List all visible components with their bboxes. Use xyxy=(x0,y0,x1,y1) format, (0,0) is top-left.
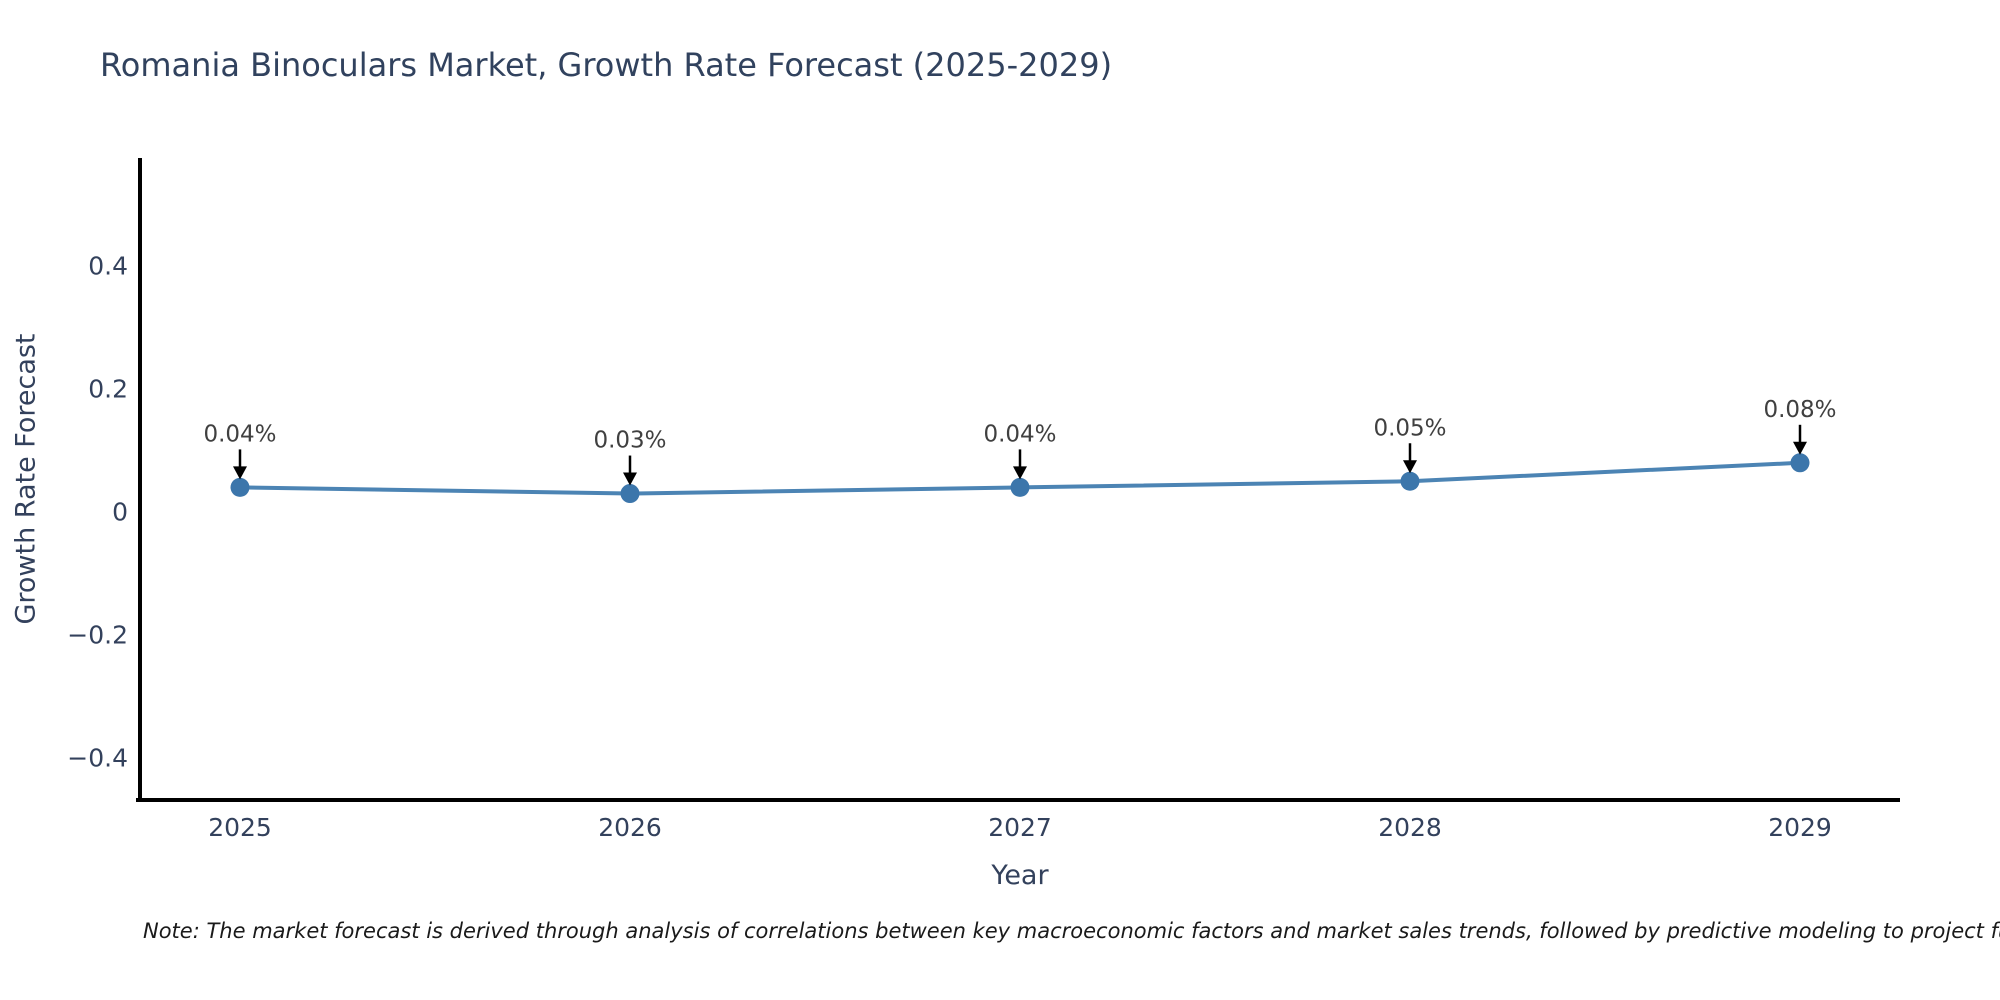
chart-title: Romania Binoculars Market, Growth Rate F… xyxy=(100,46,1113,84)
y-tick-label: 0 xyxy=(112,498,128,527)
data-point-label: 0.08% xyxy=(1763,397,1836,423)
y-tick-label: 0.4 xyxy=(88,252,128,281)
data-point-marker xyxy=(620,484,640,504)
data-point-marker xyxy=(1010,477,1030,497)
annotation-arrow-head xyxy=(623,472,637,486)
y-tick-label: −0.2 xyxy=(67,621,128,650)
annotation-arrow-head xyxy=(1403,460,1417,474)
x-tick-label: 2029 xyxy=(1768,813,1832,842)
data-point-label: 0.03% xyxy=(593,428,666,454)
annotation-arrow-head xyxy=(1793,441,1807,455)
y-tick-label: −0.4 xyxy=(67,744,128,773)
data-point-label: 0.05% xyxy=(1373,415,1446,441)
x-tick-label: 2028 xyxy=(1378,813,1442,842)
y-tick-label: 0.2 xyxy=(88,375,128,404)
x-axis-title: Year xyxy=(990,860,1049,891)
annotation-arrow-head xyxy=(1013,466,1027,480)
x-tick-label: 2026 xyxy=(598,813,662,842)
x-tick-label: 2025 xyxy=(208,813,272,842)
chart-footnote: Note: The market forecast is derived thr… xyxy=(143,919,2000,943)
data-point-marker xyxy=(1790,453,1810,473)
annotation-arrow-head xyxy=(233,466,247,480)
data-point-marker xyxy=(230,477,250,497)
y-axis-title: Growth Rate Forecast xyxy=(11,333,42,624)
data-point-marker xyxy=(1400,471,1420,491)
data-point-label: 0.04% xyxy=(203,421,276,447)
data-point-label: 0.04% xyxy=(983,421,1056,447)
x-tick-label: 2027 xyxy=(988,813,1052,842)
